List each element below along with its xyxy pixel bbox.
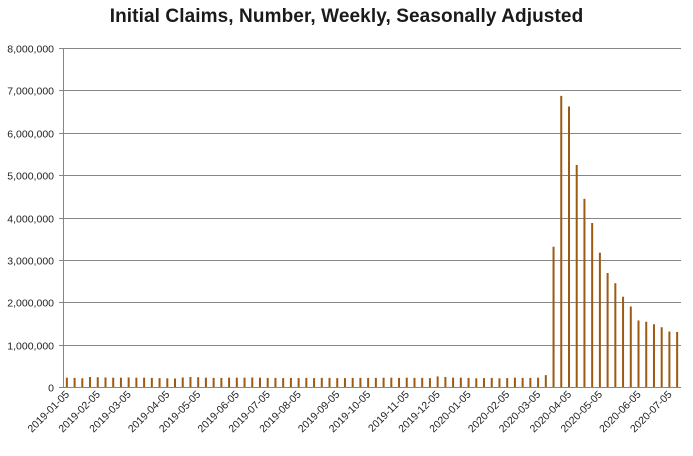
bar (583, 198, 586, 387)
bar (204, 377, 207, 387)
bar (575, 164, 578, 387)
bar (452, 377, 455, 387)
bar (274, 377, 277, 387)
bar (359, 377, 362, 387)
y-tick-label: 2,000,000 (7, 298, 54, 310)
x-tick-labels: 2019-01-052019-02-052019-03-052019-04-05… (26, 389, 675, 436)
bar (166, 378, 169, 387)
bar (374, 377, 377, 387)
bar (668, 331, 671, 387)
bar (189, 377, 192, 387)
bar (629, 306, 632, 387)
bar (266, 377, 269, 387)
bar (174, 378, 177, 387)
bar (506, 378, 509, 387)
bar (459, 377, 462, 387)
bar (490, 377, 493, 387)
bar (560, 95, 563, 387)
bar (591, 223, 594, 387)
bar (529, 377, 532, 387)
bar (313, 378, 316, 387)
bar (622, 296, 625, 387)
bar (212, 377, 215, 387)
bar (652, 324, 655, 387)
bar (598, 252, 601, 387)
y-tick-label: 3,000,000 (7, 256, 54, 268)
bar (150, 377, 153, 387)
y-tick-labels: 0 1,000,000 2,000,000 3,000,000 4,000,000 5,0… (7, 44, 54, 395)
bar (135, 377, 138, 387)
bar (552, 246, 555, 387)
gridlines (63, 48, 681, 346)
y-tick-label: 4,000,000 (7, 214, 54, 226)
bar (390, 377, 393, 387)
bar (320, 377, 323, 387)
bar (405, 377, 408, 387)
bar (351, 377, 354, 387)
bar (637, 320, 640, 387)
bar (127, 377, 130, 387)
bar (158, 378, 161, 387)
bar (336, 378, 339, 387)
bar (258, 377, 261, 387)
bar (475, 378, 478, 387)
bar (289, 377, 292, 387)
bar (81, 378, 84, 387)
bar (498, 378, 501, 387)
y-tick-label: 8,000,000 (7, 44, 54, 56)
bar (421, 377, 424, 387)
bar (197, 377, 200, 387)
bar (367, 377, 370, 387)
y-tick-label: 0 (48, 383, 54, 395)
bar (297, 378, 300, 387)
y-tick-label: 6,000,000 (7, 129, 54, 141)
y-tick-label: 7,000,000 (7, 86, 54, 98)
bar (676, 331, 679, 387)
bar (104, 377, 107, 387)
bar (645, 321, 648, 387)
y-tick-label: 5,000,000 (7, 171, 54, 183)
bar (436, 376, 439, 387)
bar (243, 377, 246, 387)
bar (521, 377, 524, 387)
bar (89, 377, 92, 387)
chart-title: Initial Claims, Number, Weekly, Seasonal… (109, 6, 584, 27)
bar (65, 377, 68, 387)
bar (606, 273, 609, 387)
bar (467, 377, 470, 387)
bar (282, 378, 285, 387)
bar (143, 377, 146, 387)
bar (513, 377, 516, 387)
bar (112, 377, 115, 387)
bar (483, 378, 486, 387)
y-tick-label: 1,000,000 (7, 341, 54, 353)
bar (660, 327, 663, 387)
bar (544, 375, 547, 387)
bar (181, 377, 184, 387)
bar (567, 106, 570, 387)
bar (96, 377, 99, 387)
bar (305, 377, 308, 387)
bar (398, 377, 401, 387)
bar (228, 377, 231, 387)
bar (73, 377, 76, 387)
bar (235, 377, 238, 387)
bar (428, 378, 431, 387)
bar (614, 283, 617, 387)
bar (119, 377, 122, 387)
bar (343, 378, 346, 387)
bar (328, 377, 331, 387)
bar (413, 377, 416, 387)
bar (220, 377, 223, 387)
bar (537, 377, 540, 387)
bar (251, 377, 254, 387)
bars (65, 95, 679, 387)
axes (59, 48, 681, 388)
bar (444, 377, 447, 387)
bar (382, 377, 385, 387)
